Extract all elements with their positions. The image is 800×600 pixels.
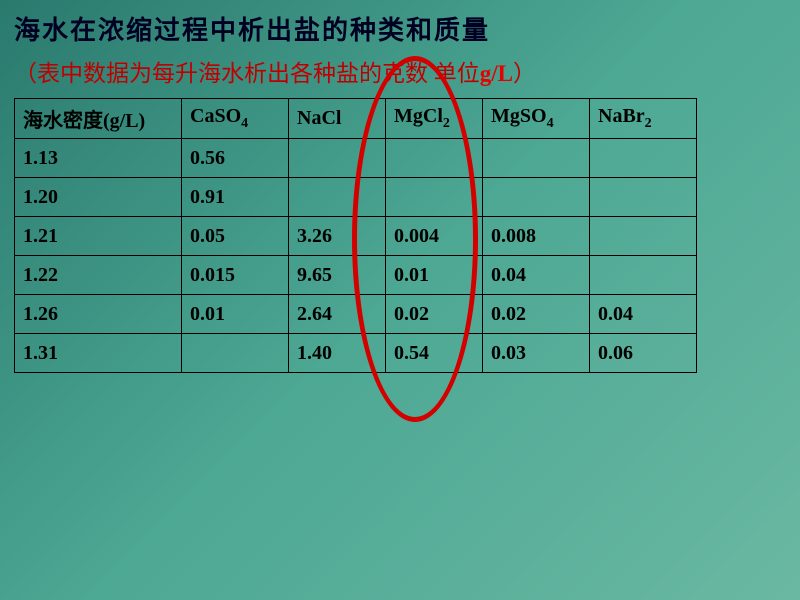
table-row: 1.130.56	[15, 139, 697, 178]
table-cell	[386, 178, 483, 217]
column-header: 海水密度(g/L)	[15, 99, 182, 139]
table-cell	[289, 139, 386, 178]
table-cell: 0.56	[182, 139, 289, 178]
table-cell: 1.13	[15, 139, 182, 178]
table-header-row: 海水密度(g/L)CaSO4NaClMgCl2MgSO4NaBr2	[15, 99, 697, 139]
table-cell	[289, 178, 386, 217]
subtitle-prefix: （表中数据为每升海水析出各种盐的克数 单位	[14, 61, 480, 86]
page-title: 海水在浓缩过程中析出盐的种类和质量	[14, 10, 490, 47]
table-cell: 0.01	[182, 295, 289, 334]
table-cell: 0.54	[386, 334, 483, 373]
table-cell: 0.04	[590, 295, 697, 334]
table-cell	[590, 139, 697, 178]
table-cell: 1.31	[15, 334, 182, 373]
table-cell	[590, 178, 697, 217]
page-subtitle: （表中数据为每升海水析出各种盐的克数 单位g/L）	[14, 54, 536, 88]
table-row: 1.200.91	[15, 178, 697, 217]
table-cell: 0.01	[386, 256, 483, 295]
table-cell: 0.015	[182, 256, 289, 295]
table-row: 1.260.012.640.020.020.04	[15, 295, 697, 334]
table-cell: 0.04	[483, 256, 590, 295]
table-cell	[182, 334, 289, 373]
table-cell: 1.20	[15, 178, 182, 217]
column-header: MgCl2	[386, 99, 483, 139]
table-cell: 1.40	[289, 334, 386, 373]
column-header: NaBr2	[590, 99, 697, 139]
table-cell: 1.26	[15, 295, 182, 334]
table-cell: 3.26	[289, 217, 386, 256]
table-cell	[483, 178, 590, 217]
table-cell: 0.03	[483, 334, 590, 373]
table-cell: 1.21	[15, 217, 182, 256]
table-cell	[590, 217, 697, 256]
subtitle-unit: g/L	[480, 61, 513, 86]
table-cell: 0.004	[386, 217, 483, 256]
table-row: 1.31 1.400.540.030.06	[15, 334, 697, 373]
table-cell	[483, 139, 590, 178]
table-row: 1.220.0159.650.010.04	[15, 256, 697, 295]
table-cell	[590, 256, 697, 295]
table-cell: 0.02	[483, 295, 590, 334]
table-cell: 0.02	[386, 295, 483, 334]
table-cell: 2.64	[289, 295, 386, 334]
column-header: CaSO4	[182, 99, 289, 139]
table-cell: 0.008	[483, 217, 590, 256]
salt-table: 海水密度(g/L)CaSO4NaClMgCl2MgSO4NaBr2 1.130.…	[14, 98, 697, 373]
table-cell: 0.06	[590, 334, 697, 373]
table-cell: 1.22	[15, 256, 182, 295]
column-header: NaCl	[289, 99, 386, 139]
table-cell: 9.65	[289, 256, 386, 295]
column-header: MgSO4	[483, 99, 590, 139]
table-cell: 0.05	[182, 217, 289, 256]
table-cell	[386, 139, 483, 178]
subtitle-suffix: ）	[513, 61, 536, 86]
table-cell: 0.91	[182, 178, 289, 217]
table-row: 1.210.053.260.0040.008	[15, 217, 697, 256]
